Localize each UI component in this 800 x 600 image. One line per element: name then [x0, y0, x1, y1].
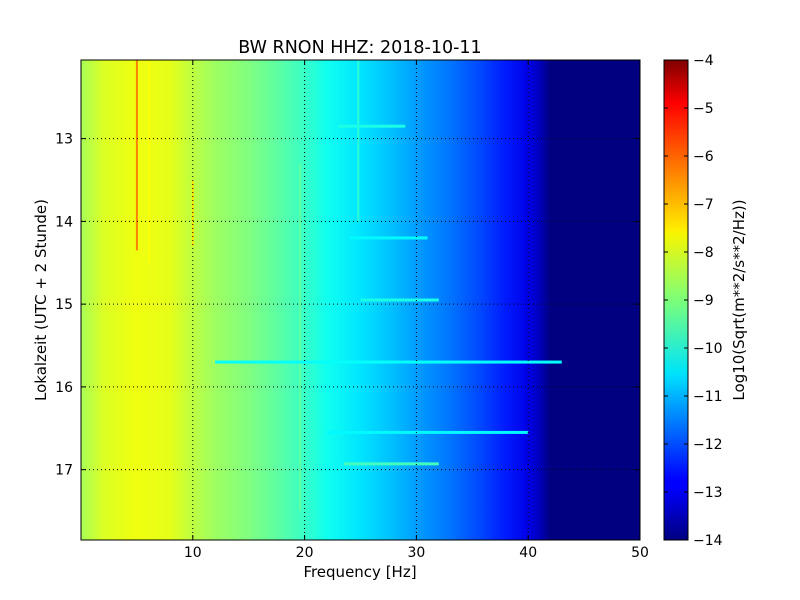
grid-lines [81, 60, 640, 540]
colorbar-tick-label: −6 [693, 149, 714, 165]
horizontal-spectral-band [326, 430, 529, 434]
colorbar-tick-label: −12 [693, 437, 723, 453]
horizontal-spectral-band [215, 360, 562, 364]
plot-frame [80, 59, 641, 541]
y-axis: 13 14 15 16 17 [55, 132, 640, 479]
vertical-spectral-line [357, 60, 360, 222]
colorbar-ticks: −4 −5 −6 −7 −8 −9 −10 −11 −12 −13 −14 [664, 53, 723, 549]
y-axis-title: Lokalzeit (UTC + 2 Stunde) [32, 199, 50, 401]
colorbar-tick-label: −5 [693, 101, 714, 117]
y-tick-label: 14 [55, 214, 73, 230]
vertical-spectral-line [299, 163, 302, 512]
vertical-spectral-line [266, 60, 269, 540]
colorbar-tick-label: −8 [693, 245, 714, 261]
vertical-spectral-line [135, 60, 138, 251]
x-tick-label: 50 [631, 545, 649, 561]
x-axis-title: Frequency [Hz] [303, 563, 416, 581]
horizontal-spectral-band [343, 462, 439, 466]
vertical-spectral-line [191, 180, 194, 247]
y-tick-label: 17 [55, 463, 73, 479]
colorbar-tick-label: −9 [693, 293, 714, 309]
colorbar-tick-label: −14 [693, 533, 723, 549]
chart-title: BW RNON HHZ: 2018-10-11 [238, 38, 481, 58]
vertical-spectral-line [148, 60, 151, 263]
y-tick-label: 16 [55, 380, 73, 396]
colorbar-tick-label: −13 [693, 485, 723, 501]
y-tick-label: 15 [55, 297, 73, 313]
heatmap-plot-area [81, 60, 640, 540]
colorbar: −4 −5 −6 −7 −8 −9 −10 −11 −12 −13 −14 Log10(Sqrt(m… [663, 53, 748, 549]
x-tick-label: 20 [296, 545, 314, 561]
colorbar-tick-label: −4 [693, 53, 714, 69]
colorbar-tick-label: −11 [693, 389, 723, 405]
x-tick-label: 30 [407, 545, 425, 561]
horizontal-spectral-band [360, 298, 439, 302]
spectral-features [135, 60, 562, 540]
colorbar-tick-label: −10 [693, 341, 723, 357]
x-tick-label: 40 [519, 545, 537, 561]
y-tick-label: 13 [55, 132, 73, 148]
x-tick-label: 10 [184, 545, 202, 561]
x-axis: 10 20 30 40 50 [184, 60, 649, 561]
horizontal-spectral-band [349, 236, 428, 240]
colorbar-title: Log10(Sqrt(m**2/s**2/Hz)) [730, 199, 748, 400]
colorbar-tick-label: −7 [693, 197, 714, 213]
horizontal-spectral-band [338, 124, 406, 128]
